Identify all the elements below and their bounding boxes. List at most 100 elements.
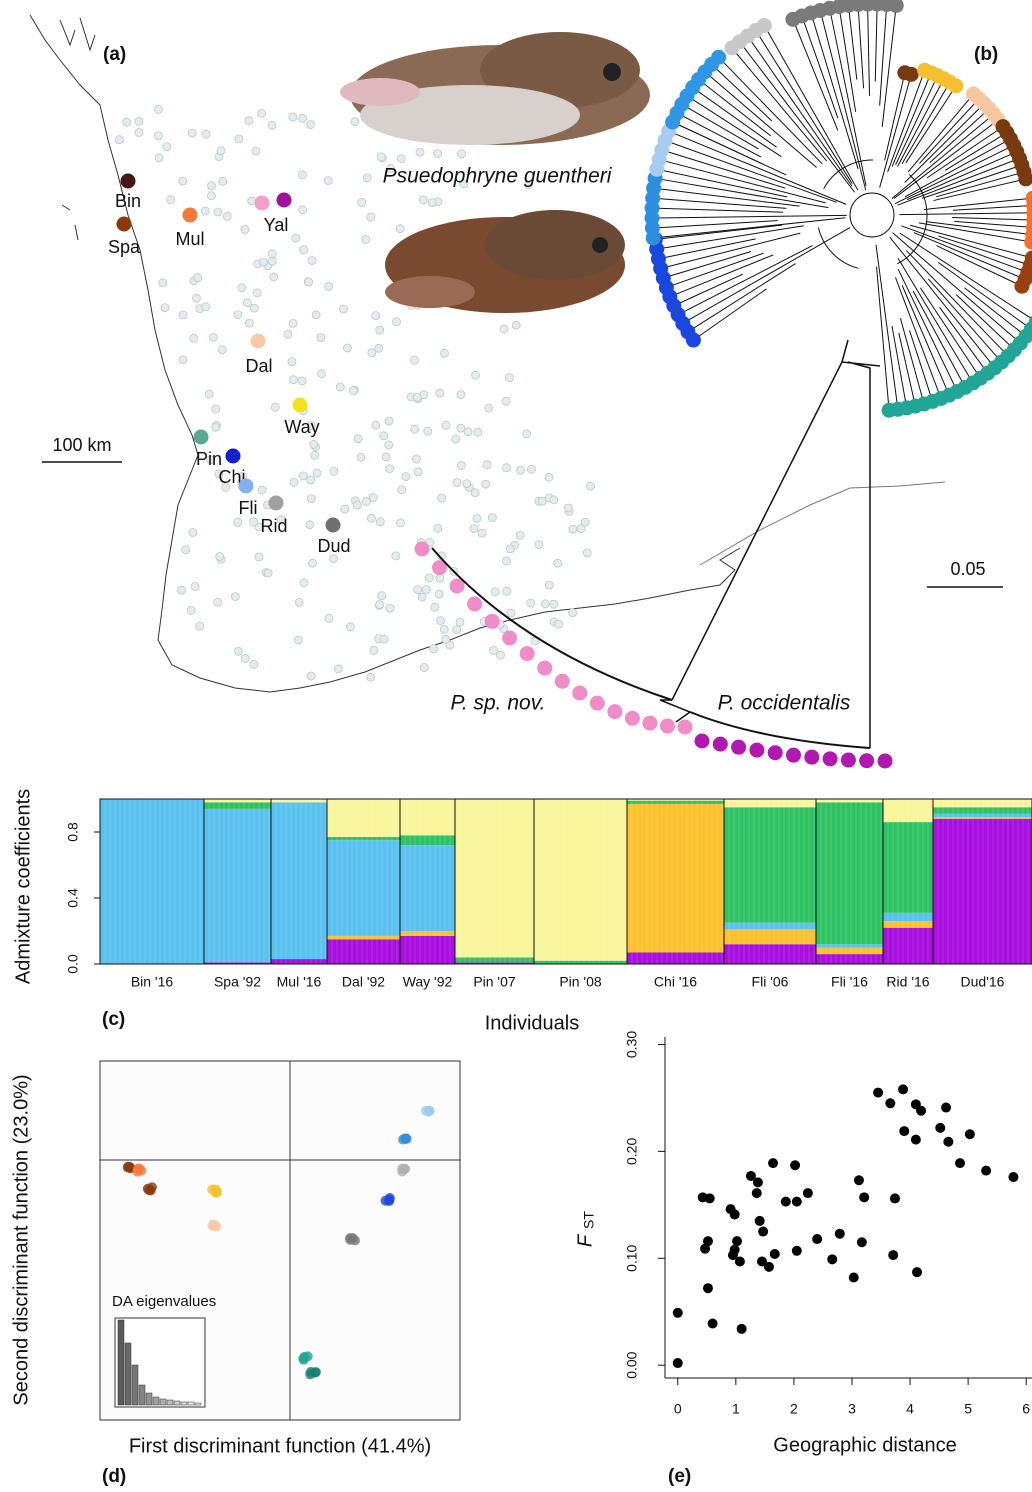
x-tick-label: Dud'16	[961, 974, 1005, 990]
point	[758, 1227, 768, 1237]
record-point	[541, 600, 549, 608]
branch	[898, 84, 941, 166]
record-point	[453, 479, 461, 487]
record-point	[179, 177, 187, 185]
record-point	[299, 472, 307, 480]
dapc-panel: DA eigenvalues First discriminant functi…	[10, 1061, 460, 1487]
inland-border	[700, 482, 945, 565]
tip	[948, 78, 963, 93]
record-point	[583, 549, 591, 557]
record-point	[362, 236, 370, 244]
record-point	[490, 646, 498, 654]
record-point	[191, 582, 199, 590]
point	[981, 1166, 991, 1176]
branch	[895, 277, 938, 392]
record-point	[324, 177, 332, 185]
point	[911, 1135, 921, 1145]
record-point	[235, 647, 243, 655]
record-point	[464, 428, 472, 436]
tip	[731, 740, 746, 755]
tip	[537, 661, 552, 676]
point	[781, 1197, 791, 1207]
x-tick-label: Fli '06	[752, 974, 789, 990]
tip	[660, 719, 675, 734]
record-point	[243, 299, 251, 307]
record-point	[503, 557, 511, 565]
eigenvalue-bar	[146, 1393, 152, 1405]
tip	[625, 711, 640, 726]
cluster-point	[305, 1369, 315, 1379]
tip	[711, 50, 726, 65]
branch	[914, 233, 1020, 277]
record-point	[155, 105, 163, 113]
branch	[900, 318, 922, 398]
x-tick-label: 1	[732, 1401, 740, 1417]
point	[916, 1106, 926, 1116]
branch	[875, 10, 877, 81]
record-point	[378, 592, 386, 600]
eigenvalue-bar	[153, 1397, 159, 1405]
point	[835, 1229, 845, 1239]
tip	[757, 18, 772, 33]
record-point	[209, 333, 217, 341]
y-axis-label-subscript: ST	[581, 1211, 597, 1229]
branch	[920, 288, 977, 374]
cluster-point	[384, 1195, 394, 1205]
record-point	[414, 586, 422, 594]
record-point	[194, 274, 202, 282]
tip	[590, 696, 605, 711]
point	[898, 1084, 908, 1094]
record-point	[393, 318, 401, 326]
branch	[759, 36, 852, 184]
record-point	[212, 405, 220, 413]
record-point	[334, 665, 342, 673]
point	[965, 1129, 975, 1139]
branch	[693, 264, 795, 329]
point	[792, 1246, 802, 1256]
branch	[900, 233, 1032, 318]
record-point	[161, 304, 169, 312]
x-tick-label: Mul '16	[277, 974, 322, 990]
branch	[661, 179, 828, 207]
record-point	[413, 393, 421, 401]
point	[768, 1158, 778, 1168]
record-point	[502, 397, 510, 405]
record-point	[456, 618, 464, 626]
point	[849, 1273, 859, 1283]
record-point	[358, 199, 366, 207]
point	[857, 1237, 867, 1247]
branch	[890, 237, 991, 363]
point	[854, 1175, 864, 1185]
y-axis-label: Second discriminant function (23.0%)	[10, 1074, 32, 1405]
record-point	[535, 541, 543, 549]
point	[885, 1098, 895, 1108]
site-label: Mul	[175, 229, 204, 249]
record-point	[581, 518, 589, 526]
eigenvalue-bar	[132, 1365, 138, 1405]
point	[752, 1188, 762, 1198]
inset-title: DA eigenvalues	[112, 1293, 216, 1310]
bar-segment	[400, 931, 455, 936]
record-point	[346, 623, 354, 631]
record-point	[398, 486, 406, 494]
record-point	[372, 421, 380, 429]
cluster-point	[348, 1233, 358, 1243]
cluster-point	[136, 1166, 146, 1176]
record-point	[554, 559, 562, 567]
record-point	[214, 208, 222, 216]
tip	[713, 737, 728, 752]
point	[732, 1236, 742, 1246]
record-point	[386, 604, 394, 612]
record-point	[268, 121, 276, 129]
record-point	[425, 574, 433, 582]
frog-photo	[592, 237, 608, 253]
site-label: Dal	[245, 356, 272, 376]
figure: 100 km (a) BinSpaMulYalDalWayPinChiFliRi…	[0, 0, 1032, 1492]
record-point	[310, 440, 318, 448]
cluster-point	[398, 1135, 408, 1145]
record-point	[188, 129, 196, 137]
record-point	[457, 462, 465, 470]
record-point	[386, 465, 394, 473]
record-point	[452, 435, 460, 443]
record-point	[380, 432, 388, 440]
